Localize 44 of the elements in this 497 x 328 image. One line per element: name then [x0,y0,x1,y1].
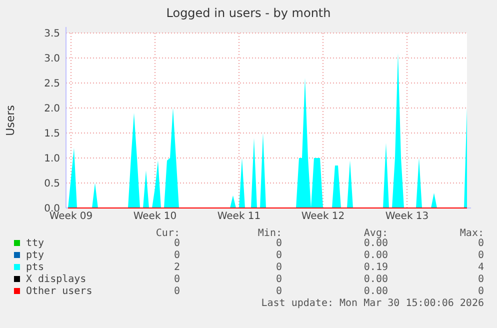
y-tick-label: 2.5 [44,78,60,90]
y-tick-label: 3.0 [44,54,60,64]
text: 0 [276,274,282,285]
text: 0.00 [364,274,388,285]
text: 0 [276,250,282,261]
text: 0 [478,286,484,297]
text: Avg: [364,228,388,239]
text: 0 [478,274,484,285]
y-tick-label: 1.5 [44,128,60,140]
legend-label: X displays [26,274,86,285]
text: Max: [460,228,484,239]
text: 0 [174,238,180,249]
text: 0.00 [364,286,388,297]
x-tick-label: Week 13 [385,211,429,222]
x-tick-label: Week 10 [133,211,177,222]
x-tick-label: Week 12 [301,211,345,222]
text: Min: [258,228,282,239]
x-tick-label: Week 09 [49,211,93,222]
text: 0 [276,286,282,297]
text: Last update: Mon Mar 30 15:00:06 2026 [261,298,484,309]
text: 0.19 [364,262,388,273]
legend-label: Other users [26,286,92,297]
y-tick-label: 0.5 [44,178,60,190]
text: 0 [478,238,484,249]
text: 0.00 [364,238,388,249]
text: Cur: [156,228,180,239]
legend-label: tty [26,238,44,249]
text: 0 [478,250,484,261]
text: 2 [174,262,180,273]
y-tick-label: 3.5 [44,28,60,40]
y-tick-label: 1.0 [44,154,60,164]
text: 0 [174,250,180,261]
legend-label: pty [26,250,44,261]
text: 0.00 [364,250,388,261]
legend-label: pts [26,262,44,273]
text: 0 [174,274,180,285]
x-tick-label: Week 11 [217,211,261,222]
chart-title: Logged in users - by month [166,6,331,20]
y-tick-label: 2.0 [44,104,60,114]
y-axis-title: Users [4,104,17,136]
text: 0 [276,262,282,273]
text: 0 [174,286,180,297]
text: 0 [276,238,282,249]
text: 4 [478,262,484,273]
